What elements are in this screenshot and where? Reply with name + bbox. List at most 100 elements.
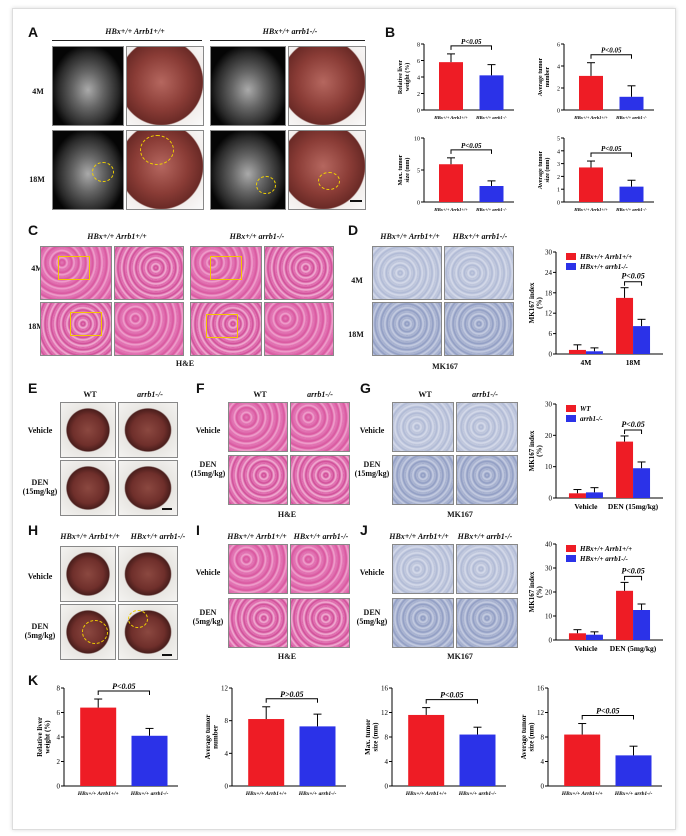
y-tick-label: 0 [385, 783, 389, 791]
y-tick-label: 20 [545, 432, 553, 440]
p-value-label: P<0.05 [621, 420, 644, 429]
y-tick-label: 0 [557, 109, 560, 115]
y-tick-label: 0 [417, 109, 420, 115]
y-tick-label: 6 [557, 43, 560, 49]
x-tick-label: HBx+/+ Arrb1+/+ [573, 115, 608, 120]
group-label: WT [83, 390, 97, 399]
legend-label: HBx+/+ Arrb1+/+ [579, 545, 632, 553]
he-image [290, 598, 350, 648]
tumor-outline [256, 176, 276, 194]
p-value-label: P<0.05 [461, 38, 482, 46]
y-tick-label: 1 [557, 188, 560, 194]
significance-bracket [97, 690, 150, 696]
legend-swatch [566, 555, 576, 562]
mk67-image [392, 544, 454, 594]
caption: MK167 [447, 510, 473, 519]
caption: MK167 [432, 362, 458, 371]
bar [568, 633, 586, 640]
row-label: Vehicle [195, 426, 221, 435]
chart-k3: 0 4 8 12 16 Max. tumorsize (mm) HBx+/+ Arrb1+/… [364, 685, 506, 797]
row-label: DEN (5mg/kg) [192, 608, 224, 626]
group-label: HBx+/+ Arrb1+/+ [60, 532, 120, 541]
significance-bracket [450, 45, 492, 50]
bar [248, 719, 285, 786]
significance-bracket [590, 152, 632, 158]
y-tick-label: 6 [57, 709, 61, 717]
panel-label-e: E [28, 380, 38, 396]
x-tick-label: HBx+/+ arrb1-/- [614, 791, 653, 797]
y-axis-label: MK167 index(%) [528, 430, 544, 471]
p-value-label: P<0.05 [601, 47, 622, 55]
chart-b1: 0 2 4 6 8 Relative liverweight (%) HBx+/+ Arrb… [398, 38, 514, 120]
group-label: HBx+/+ Arrb1+/+ [87, 232, 147, 241]
mk67-image [456, 455, 518, 505]
y-tick-label: 0 [541, 783, 545, 791]
panel-label-f: F [196, 380, 205, 396]
row-label: 18M [29, 175, 45, 184]
bar [616, 441, 634, 498]
legend-swatch [566, 415, 576, 422]
p-value-label: P<0.05 [621, 272, 644, 281]
significance-bracket [624, 575, 643, 581]
he-image [228, 455, 288, 505]
legend-label: arrb1-/- [580, 415, 603, 423]
x-tick-label: HBx+/+ arrb1-/- [458, 791, 497, 797]
y-tick-label: 18 [545, 289, 553, 297]
group-label: arrb1-/- [472, 390, 498, 399]
panel-label-h: H [28, 522, 39, 538]
y-axis-label: Relative liverweight (%) [398, 60, 411, 94]
y-tick-label: 2 [57, 758, 61, 766]
liver-photo [126, 46, 204, 126]
y-tick-label: 24 [545, 269, 553, 277]
legend-label: HBx+/+ arrb1-/- [579, 263, 629, 271]
y-tick-label: 5 [557, 137, 560, 143]
group-label: HBx+/+ arrb1-/- [457, 532, 513, 541]
p-value-label: P<0.05 [440, 691, 463, 700]
legend-swatch [566, 263, 576, 270]
tumor-outline [92, 162, 114, 182]
mk67-image [456, 544, 518, 594]
bar [619, 186, 644, 202]
y-axis-label: Average tumornumber [538, 57, 551, 96]
zoom-box [206, 314, 238, 338]
mk67-image [456, 402, 518, 452]
row-label: Vehicle [27, 426, 53, 435]
bar [585, 492, 603, 498]
y-tick-label: 20 [545, 589, 553, 597]
he-zoom-image [114, 246, 184, 300]
mk67-image [372, 246, 442, 300]
y-axis-label: Average tumorsize (mm) [538, 150, 551, 189]
mk67-image [372, 302, 442, 356]
legend-label: HBx+/+ Arrb1+/+ [579, 253, 632, 261]
x-tick-label: HBx+/+ arrb1-/- [130, 791, 169, 797]
x-tick-label: HBx+/+ Arrb1+/+ [561, 791, 603, 797]
bar [579, 75, 603, 110]
y-tick-label: 0 [557, 201, 560, 207]
group-label: HBx+/+ Arrb1+/+ [389, 532, 449, 541]
y-tick-label: 16 [537, 685, 545, 693]
bar [633, 468, 651, 498]
liver-photo [288, 130, 366, 210]
row-label: Vehicle [27, 572, 53, 581]
bar [585, 634, 603, 640]
bar [408, 714, 445, 786]
row-label: Vehicle [359, 426, 385, 435]
bar [299, 726, 336, 786]
x-tick-label: 18M [626, 358, 641, 367]
y-tick-label: 8 [385, 734, 389, 742]
group-label: WT [253, 390, 267, 399]
he-zoom-image [264, 302, 334, 356]
legend-swatch [566, 253, 576, 260]
mk67-image [392, 455, 454, 505]
bar [585, 351, 603, 354]
zoom-box [210, 256, 242, 280]
y-tick-label: 30 [545, 565, 553, 573]
y-tick-label: 6 [549, 330, 553, 338]
significance-bracket [265, 698, 318, 703]
row-label: 4M [31, 264, 43, 273]
bar [568, 493, 586, 498]
scale-bar [162, 508, 172, 510]
y-tick-label: 0 [417, 201, 420, 207]
group-label: HBx+/+ arrb1-/- [293, 532, 349, 541]
